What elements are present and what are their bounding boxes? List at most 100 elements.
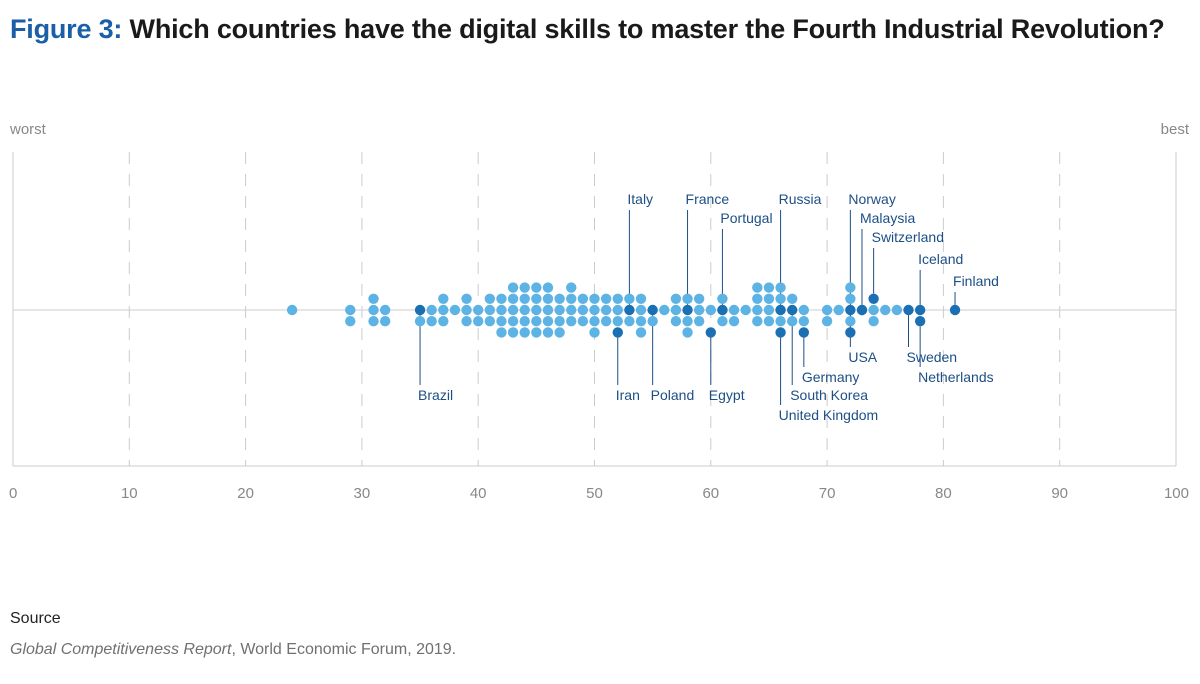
- data-point: [798, 316, 810, 327]
- data-point: [612, 316, 623, 327]
- data-point: [496, 293, 507, 304]
- country-label-brazil: Brazil: [418, 387, 453, 403]
- country-label-france: France: [686, 191, 730, 207]
- x-tick-label: 50: [586, 485, 603, 502]
- data-point: [438, 293, 449, 304]
- highlight-point-italy: [624, 304, 635, 316]
- data-point: [763, 304, 775, 316]
- highlight-point-brazil: [414, 304, 426, 316]
- data-point: [891, 304, 903, 316]
- country-label-united-kingdom: United Kingdom: [779, 407, 879, 423]
- data-point: [542, 316, 554, 327]
- data-point: [763, 282, 775, 293]
- data-point: [507, 293, 519, 304]
- data-point: [845, 316, 856, 327]
- data-point: [833, 304, 844, 316]
- data-point: [589, 304, 600, 316]
- data-point: [426, 316, 437, 327]
- data-point: [473, 316, 484, 327]
- highlight-point-germany: [798, 327, 810, 338]
- figure-label: Figure 3:: [10, 14, 123, 44]
- data-point: [589, 293, 600, 304]
- data-point: [345, 304, 356, 316]
- data-point: [600, 293, 612, 304]
- data-point: [589, 316, 600, 327]
- data-point: [449, 304, 461, 316]
- data-point: [438, 304, 449, 316]
- country-label-norway: Norway: [848, 191, 895, 207]
- highlight-point-finland: [949, 304, 961, 316]
- country-label-iceland: Iceland: [918, 251, 963, 267]
- country-label-italy: Italy: [627, 191, 653, 207]
- country-label-switzerland: Switzerland: [872, 229, 944, 245]
- country-label-usa: USA: [848, 349, 877, 365]
- x-tick-label: 10: [121, 485, 138, 502]
- x-tick-label: 20: [237, 485, 254, 502]
- data-point: [682, 327, 693, 338]
- data-point: [880, 304, 891, 316]
- highlight-point-russia: [775, 304, 786, 316]
- data-point: [787, 316, 798, 327]
- highlight-point-malaysia: [856, 304, 868, 316]
- data-point: [577, 293, 589, 304]
- data-point: [519, 304, 530, 316]
- country-label-germany: Germany: [802, 369, 860, 385]
- data-point: [426, 304, 437, 316]
- data-point: [845, 293, 856, 304]
- data-point: [845, 282, 856, 293]
- x-tick-label: 80: [935, 485, 952, 502]
- data-point: [566, 316, 577, 327]
- leader-layer: [419, 210, 956, 405]
- data-point: [752, 316, 763, 327]
- country-label-iran: Iran: [616, 387, 640, 403]
- data-point: [868, 316, 879, 327]
- data-point: [635, 293, 647, 304]
- data-point: [519, 327, 530, 338]
- data-point: [624, 293, 635, 304]
- data-point: [600, 304, 612, 316]
- best-label: best: [1161, 121, 1190, 138]
- highlight-point-egypt: [705, 327, 716, 338]
- data-point: [635, 327, 647, 338]
- highlight-point-poland: [647, 304, 658, 316]
- country-label-sweden: Sweden: [907, 349, 958, 365]
- data-point: [473, 304, 484, 316]
- data-point: [577, 316, 589, 327]
- highlight-point-sweden: [903, 304, 914, 316]
- data-point: [728, 316, 740, 327]
- x-tick-label: 70: [819, 485, 836, 502]
- data-point: [670, 316, 682, 327]
- highlight-point-united-kingdom: [775, 327, 786, 338]
- x-tick-label: 90: [1051, 485, 1068, 502]
- data-point: [531, 293, 542, 304]
- data-point: [496, 316, 507, 327]
- data-point: [775, 316, 786, 327]
- country-label-south-korea: South Korea: [790, 387, 868, 403]
- data-point: [577, 304, 589, 316]
- highlight-point-usa: [845, 304, 856, 316]
- data-point: [484, 316, 496, 327]
- highlight-point-south-korea: [787, 304, 798, 316]
- data-point: [635, 316, 647, 327]
- data-point: [821, 316, 833, 327]
- data-point: [461, 304, 472, 316]
- x-tick-label: 0: [9, 485, 17, 502]
- data-point: [496, 304, 507, 316]
- x-tick-label: 40: [470, 485, 487, 502]
- highlight-point-switzerland: [868, 293, 879, 304]
- data-point: [519, 316, 530, 327]
- data-point: [798, 304, 810, 316]
- page-title: Figure 3: Which countries have the digit…: [10, 14, 1165, 45]
- source-publication: Global Competitiveness Report: [10, 641, 232, 658]
- data-point: [542, 293, 554, 304]
- data-point: [531, 304, 542, 316]
- highlight-point-iceland: [914, 304, 926, 316]
- data-point: [624, 316, 635, 327]
- data-point: [507, 327, 519, 338]
- data-point: [379, 304, 391, 316]
- data-point: [752, 293, 763, 304]
- data-point: [507, 282, 519, 293]
- x-tick-label: 100: [1164, 485, 1189, 502]
- highlight-point-netherlands: [914, 316, 926, 327]
- source-citation: Global Competitiveness Report, World Eco…: [10, 641, 456, 659]
